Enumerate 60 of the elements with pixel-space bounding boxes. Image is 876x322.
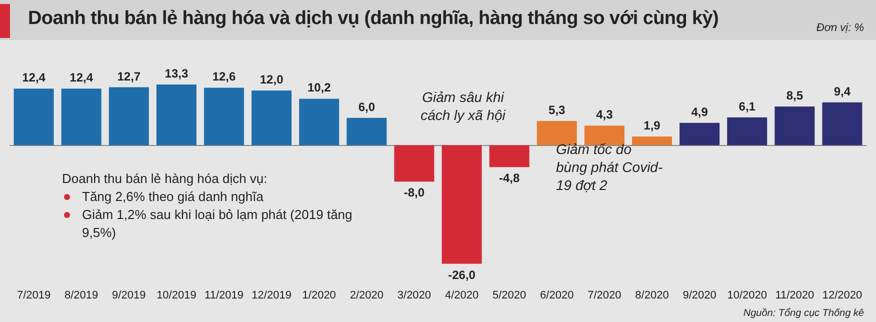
data-label: 10,2: [307, 80, 332, 95]
bar: [489, 145, 530, 168]
x-tick-label: 9/2019: [112, 290, 146, 302]
data-label: 6,1: [738, 99, 756, 114]
data-label: 12,4: [70, 70, 94, 85]
bar: [108, 87, 149, 146]
bar: [680, 122, 720, 146]
data-label: 6,0: [358, 100, 376, 114]
data-label: -8,0: [404, 186, 425, 200]
bar: [14, 88, 54, 146]
data-label: 12,4: [22, 70, 46, 85]
data-label: 4,3: [596, 108, 614, 122]
bar: [774, 106, 815, 146]
bar: [727, 117, 768, 146]
x-tick-label: 2/2020: [350, 290, 384, 302]
annotation: Giảm tốc do bùng phát Covid-19 đợt 2: [556, 140, 664, 194]
data-label: 12,7: [117, 69, 141, 84]
x-tick-label: 7/2019: [16, 290, 51, 302]
bar: [156, 84, 196, 146]
data-label: 4,9: [691, 104, 708, 119]
data-label: 9,4: [834, 84, 851, 98]
text: Đơn vị: %: [816, 21, 864, 36]
data-label: 1,9: [644, 118, 661, 133]
x-tick-label: 11/2020: [775, 290, 814, 302]
text: Nguồn: Tổng cục Thống kê: [743, 307, 864, 320]
x-tick-label: 7/2020: [588, 290, 622, 302]
bar: [394, 145, 434, 182]
bar: [252, 90, 292, 146]
data-label: -4,8: [498, 171, 520, 186]
x-tick-label: 5/2020: [492, 290, 526, 302]
bar: [346, 118, 387, 146]
x-tick-label: 8/2019: [64, 290, 98, 302]
data-label: 8,5: [786, 88, 804, 102]
data-label: -26,0: [448, 268, 476, 282]
x-tick-label: 6/2020: [540, 290, 574, 302]
bar: [61, 88, 102, 146]
annotation: Doanh thu bán lẻ hàng hóa dịch vụ:: [62, 170, 268, 188]
x-tick-label: 4/2020: [444, 290, 479, 302]
x-tick-label: 9/2020: [682, 290, 716, 302]
x-tick-label: 10/2019: [156, 290, 196, 302]
bar: [822, 102, 862, 146]
x-tick-label: 10/2020: [727, 290, 767, 302]
chart-title: Doanh thu bán lẻ hàng hóa và dịch vụ (danh nghĩa, hàng tháng so với cùng kỳ): [28, 8, 719, 30]
data-label: 13,3: [164, 66, 188, 81]
annotation: Giảm 1,2% sau khi loại bỏ lạm phát (2019 tăng 9,5%): [81, 206, 354, 242]
x-tick-label: 11/2019: [204, 290, 244, 302]
data-label: 12,6: [212, 70, 236, 84]
x-tick-label: 1/2020: [302, 290, 336, 302]
x-tick-label: 12/2019: [252, 290, 292, 302]
data-label: 5,3: [548, 103, 566, 118]
x-tick-label: 12/2020: [822, 290, 862, 302]
x-tick-label: 8/2020: [635, 290, 669, 302]
x-tick-label: 3/2020: [397, 290, 432, 302]
bar: [299, 98, 340, 146]
data-label: 12,0: [260, 72, 284, 86]
annotation: Tăng 2,6% theo giá danh nghĩa: [81, 188, 264, 206]
annotation: Giảm sâu khi cách ly xã hội: [420, 88, 507, 124]
bar: [204, 88, 244, 146]
bar: [442, 145, 482, 264]
bar: [632, 136, 672, 146]
